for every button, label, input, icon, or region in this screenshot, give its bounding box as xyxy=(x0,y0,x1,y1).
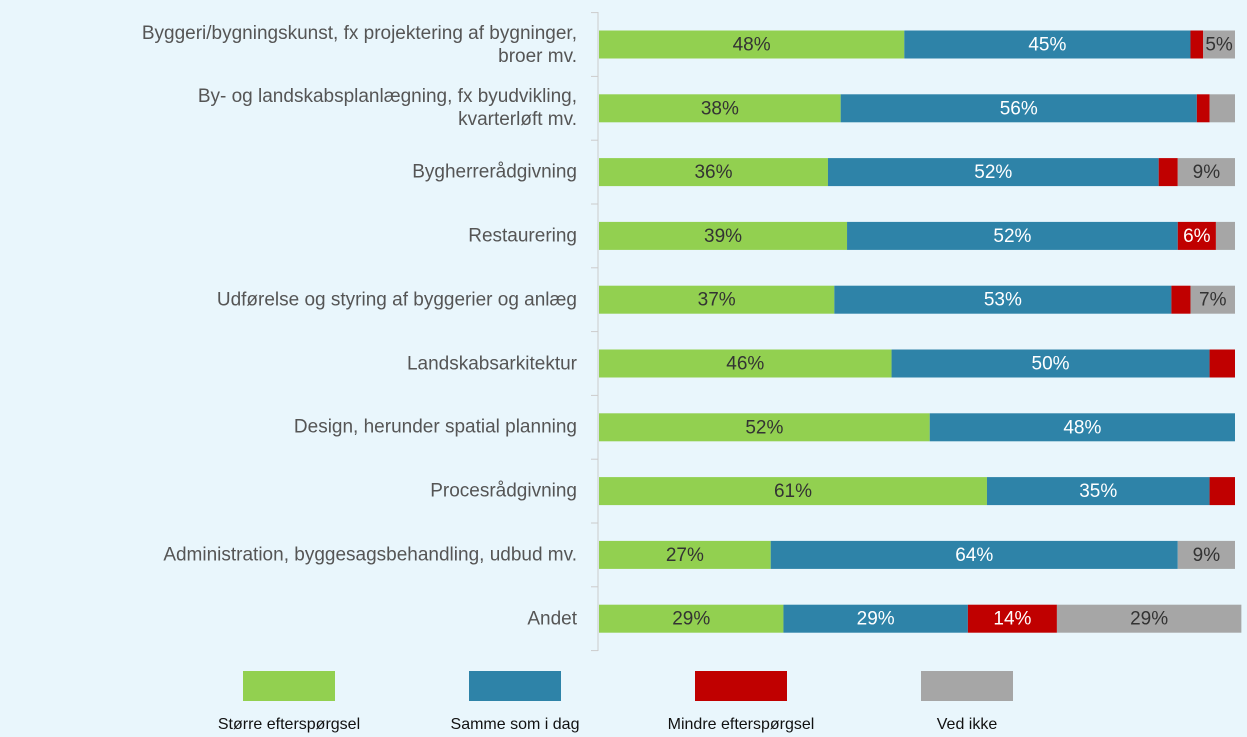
data-label: 7% xyxy=(1199,290,1227,311)
bar-segment xyxy=(827,158,1159,187)
bar-segment xyxy=(599,604,784,633)
category-label: Bygherrerådgivning xyxy=(412,161,577,183)
bar-segment xyxy=(834,285,1172,314)
legend-swatch xyxy=(695,671,787,701)
bar-segment xyxy=(599,540,771,569)
bar-segment xyxy=(1196,94,1210,123)
data-label: 56% xyxy=(1000,98,1038,119)
data-label: 38% xyxy=(701,98,739,119)
data-label: 29% xyxy=(672,609,710,630)
data-label: 14% xyxy=(993,609,1031,630)
bar-segment xyxy=(599,158,828,187)
bar-segment xyxy=(599,221,848,250)
bar-segment xyxy=(1056,604,1242,633)
bar-segment xyxy=(1209,349,1235,378)
bar-segment xyxy=(1215,221,1235,250)
bar-segment xyxy=(986,477,1210,506)
category-label: Procesrådgivning xyxy=(430,480,577,502)
category-label: Udførelse og styring af byggerier og anl… xyxy=(216,289,577,311)
data-label: 39% xyxy=(704,226,742,247)
category-label: Restaurering xyxy=(468,225,577,247)
bar-segment xyxy=(1171,285,1191,314)
legend-label: Samme som i dag xyxy=(450,716,580,733)
data-label: 46% xyxy=(726,354,764,375)
data-label: 9% xyxy=(1193,545,1221,566)
bar-segment xyxy=(599,285,835,314)
category-label: Landskabsarkitektur xyxy=(406,353,577,374)
data-label: 48% xyxy=(1063,417,1101,438)
legend-label: Mindre efterspørgsel xyxy=(667,716,815,733)
category-label: Administration, byggesagsbehandling, udb… xyxy=(163,544,577,566)
bar-segment xyxy=(1177,540,1235,569)
data-label: 52% xyxy=(993,226,1031,247)
bar-segment xyxy=(1177,221,1216,250)
bar-segment xyxy=(891,349,1210,378)
legend-swatch xyxy=(469,671,561,701)
category-label: By- og landskabsplanlægning, fx byudvikl… xyxy=(197,86,577,131)
bar-segment xyxy=(967,604,1057,633)
legend-label: Større efterspørgsel xyxy=(217,716,361,733)
data-label: 5% xyxy=(1205,35,1233,56)
bar-segment xyxy=(1190,30,1204,59)
data-label: 37% xyxy=(698,290,736,311)
bar-segment xyxy=(770,540,1178,569)
bar-segment xyxy=(783,604,968,633)
data-label: 50% xyxy=(1032,354,1070,375)
bar-segment xyxy=(929,413,1235,442)
category-label: Andet xyxy=(527,608,577,630)
data-label: 53% xyxy=(984,290,1022,311)
data-label: 52% xyxy=(745,417,783,438)
bar-segment xyxy=(1203,30,1235,59)
bar-segment xyxy=(599,349,892,378)
bar-segment xyxy=(599,413,930,442)
category-label: Byggeri/bygningskunst, fx projektering a… xyxy=(141,22,577,67)
bar-segment xyxy=(840,94,1197,123)
bar-segment xyxy=(904,30,1191,59)
legend-label: Ved ikke xyxy=(936,716,998,733)
bar-segment xyxy=(599,30,905,59)
data-label: 61% xyxy=(774,481,812,502)
data-label: 6% xyxy=(1183,226,1211,247)
data-label: 29% xyxy=(1130,609,1168,630)
data-label: 9% xyxy=(1193,162,1221,183)
data-label: 52% xyxy=(974,162,1012,183)
data-label: 48% xyxy=(733,35,771,56)
bar-segment xyxy=(599,477,987,506)
legend-swatch xyxy=(921,671,1013,701)
bar-segment xyxy=(1177,158,1235,187)
data-label: 29% xyxy=(857,609,895,630)
bar-segment xyxy=(599,94,841,123)
data-label: 27% xyxy=(666,545,704,566)
bar-segment xyxy=(1209,94,1235,123)
data-label: 35% xyxy=(1079,481,1117,502)
bar-segment xyxy=(1190,285,1235,314)
bar-segment xyxy=(1158,158,1178,187)
data-label: 64% xyxy=(955,545,993,566)
data-label: 45% xyxy=(1028,35,1066,56)
bar-segment xyxy=(1209,477,1235,506)
category-label: Design, herunder spatial planning xyxy=(293,416,577,438)
bar-segment xyxy=(847,221,1178,250)
data-label: 36% xyxy=(694,162,732,183)
legend-swatch xyxy=(243,671,335,701)
